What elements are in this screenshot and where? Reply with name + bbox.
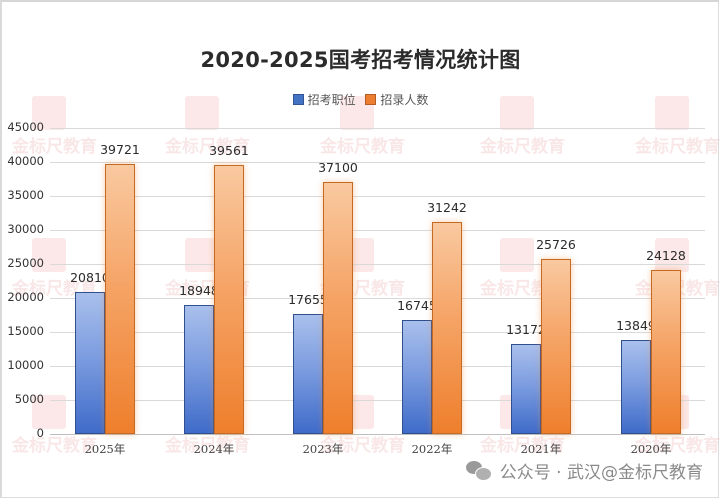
data-label: 31242 <box>427 200 467 215</box>
y-tick-label: 40000 <box>7 154 44 168</box>
y-tick-label: 25000 <box>7 256 44 270</box>
x-tick-label: 2022年 <box>411 442 453 456</box>
y-tick-label: 20000 <box>7 290 44 304</box>
bar-hires <box>651 270 681 434</box>
x-tick-label: 2024年 <box>193 442 235 456</box>
data-label: 13849 <box>616 318 656 333</box>
wechat-icon <box>465 460 492 481</box>
legend-item-positions: 招考职位 <box>292 91 356 108</box>
gridline <box>50 230 705 231</box>
data-label: 18948 <box>179 283 219 298</box>
bar-hires <box>105 164 135 434</box>
bar-hires <box>541 259 571 434</box>
bar-hires <box>214 165 244 434</box>
gridline <box>50 332 705 333</box>
data-label: 39721 <box>100 142 140 157</box>
data-label: 13172 <box>506 322 546 337</box>
legend-label: 招考职位 <box>307 93 356 107</box>
gridline <box>50 196 705 197</box>
data-label: 25726 <box>536 237 576 252</box>
x-tick-label: 2025年 <box>84 442 126 456</box>
data-label: 39561 <box>209 143 249 158</box>
x-tick-label: 2021年 <box>520 442 562 456</box>
y-tick-label: 15000 <box>7 324 44 338</box>
chart-title: 2020-2025国考招考情况统计图 <box>200 48 521 72</box>
y-tick-label: 5000 <box>14 392 44 406</box>
bar-positions <box>402 320 432 434</box>
gridline <box>50 162 705 163</box>
legend-item-hires: 招录人数 <box>365 91 428 108</box>
y-tick-label: 45000 <box>7 120 44 134</box>
data-label: 37100 <box>318 160 358 175</box>
bar-hires <box>323 182 353 434</box>
x-tick-label: 2020年 <box>630 442 672 456</box>
footer-attribution: 公众号 · 武汉@金标尺教育 <box>465 458 703 483</box>
data-label: 16745 <box>397 298 437 313</box>
data-label: 24128 <box>646 248 686 263</box>
gridline <box>50 264 705 265</box>
bar-positions <box>75 292 105 434</box>
y-tick-label: 30000 <box>7 222 44 236</box>
x-tick-label: 2023年 <box>302 442 344 456</box>
footer-text: 公众号 · 武汉@金标尺教育 <box>499 463 703 483</box>
gridline <box>50 400 705 401</box>
bar-positions <box>184 305 214 434</box>
legend-swatch-orange <box>365 94 377 105</box>
data-label: 20810 <box>70 270 110 285</box>
bar-positions <box>511 344 541 434</box>
bar-hires <box>432 222 462 434</box>
y-tick-label: 10000 <box>7 358 44 372</box>
x-axis-line <box>50 434 705 435</box>
y-tick-label: 0 <box>36 426 44 440</box>
bar-positions <box>293 314 323 434</box>
bar-positions <box>621 340 651 434</box>
legend: 招考职位 招录人数 <box>0 91 721 108</box>
gridline <box>50 366 705 367</box>
legend-label: 招录人数 <box>380 93 429 107</box>
y-tick-label: 35000 <box>7 188 44 202</box>
gridline <box>50 298 705 299</box>
legend-swatch-blue <box>292 94 304 105</box>
gridline <box>50 128 705 129</box>
data-label: 17655 <box>288 292 328 307</box>
